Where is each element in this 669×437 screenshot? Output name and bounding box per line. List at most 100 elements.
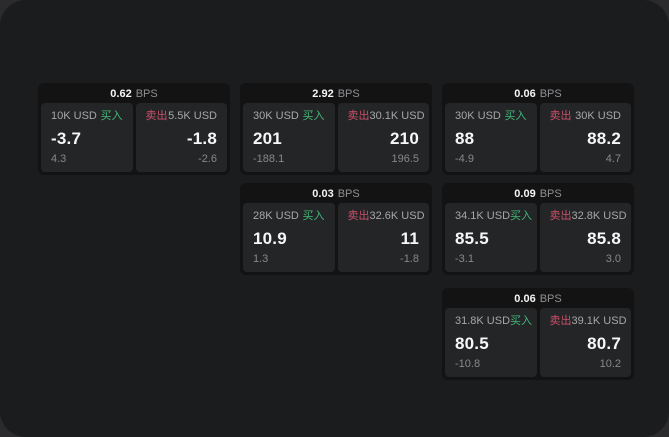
bps-unit-label: BPS [135, 88, 158, 100]
bps-value: 0.09 [514, 188, 536, 200]
sell-delta: 4.7 [605, 153, 621, 165]
buy-top-row: 10K USD 买入 [51, 110, 123, 123]
buy-side-label: 买入 [302, 210, 325, 222]
bps-unit-label: BPS [539, 293, 562, 305]
sell-top-row: 卖出 39.1K USD [549, 315, 627, 328]
sell-notional: 32.6K USD [369, 210, 425, 222]
buy-price: -3.7 [51, 128, 82, 148]
bps-value: 0.06 [514, 88, 536, 100]
sell-notional: 30.1K USD [369, 110, 425, 122]
sell-top-row: 卖出 5.5K USD [146, 110, 218, 123]
sell-delta: -2.6 [198, 153, 217, 165]
quote-card[interactable]: 0.06 BPS 31.8K USD 买入 80.5 -10.8 卖出 39.1… [442, 288, 634, 380]
sell-price: -1.8 [186, 128, 217, 148]
buy-top-row: 30K USD 买入 [253, 110, 325, 123]
quote-card[interactable]: 0.03 BPS 28K USD 买入 10.9 1.3 卖出 32.6K US… [240, 183, 432, 275]
buy-notional: 31.8K USD [455, 315, 511, 327]
buy-top-row: 30K USD 买入 [455, 110, 527, 123]
quote-panels: 30K USD 买入 88 -4.9 卖出 30K USD 88.2 4.7 [445, 103, 631, 172]
bps-unit-label: BPS [539, 188, 562, 200]
buy-delta: -4.9 [455, 153, 474, 165]
sell-top-row: 卖出 32.8K USD [549, 210, 627, 223]
sell-side-label: 卖出 [549, 210, 572, 222]
quote-panels: 10K USD 买入 -3.7 4.3 卖出 5.5K USD -1.8 -2.… [41, 103, 227, 172]
sell-panel[interactable]: 卖出 39.1K USD 80.7 10.2 [539, 308, 631, 377]
sell-price: 80.7 [587, 333, 621, 353]
sell-side-label: 卖出 [549, 110, 572, 122]
buy-price: 80.5 [455, 333, 489, 353]
buy-delta: 1.3 [253, 253, 269, 265]
card-header: 0.03 BPS [243, 186, 429, 203]
buy-panel[interactable]: 30K USD 买入 201 -188.1 [243, 103, 335, 172]
buy-side-label: 买入 [510, 210, 533, 222]
buy-price: 10.9 [253, 228, 287, 248]
quote-panels: 30K USD 买入 201 -188.1 卖出 30.1K USD 210 1… [243, 103, 429, 172]
card-header: 0.09 BPS [445, 186, 631, 203]
quote-panels: 28K USD 买入 10.9 1.3 卖出 32.6K USD 11 -1.8 [243, 203, 429, 272]
card-header: 0.62 BPS [41, 86, 227, 103]
sell-price: 88.2 [587, 128, 621, 148]
sell-panel[interactable]: 卖出 32.8K USD 85.8 3.0 [539, 203, 631, 272]
sell-notional: 39.1K USD [571, 315, 627, 327]
sell-side-label: 卖出 [347, 210, 370, 222]
quote-card[interactable]: 0.09 BPS 34.1K USD 买入 85.5 -3.1 卖出 32.8K… [442, 183, 634, 275]
buy-top-row: 28K USD 买入 [253, 210, 325, 223]
buy-notional: 30K USD [253, 110, 299, 122]
sell-delta: -1.8 [400, 253, 419, 265]
quote-card[interactable]: 0.06 BPS 30K USD 买入 88 -4.9 卖出 30K USD 8… [442, 83, 634, 175]
buy-price: 201 [253, 128, 282, 148]
card-header: 0.06 BPS [445, 291, 631, 308]
sell-notional: 5.5K USD [168, 110, 217, 122]
buy-panel[interactable]: 30K USD 买入 88 -4.9 [445, 103, 537, 172]
buy-notional: 34.1K USD [455, 210, 511, 222]
card-header: 2.92 BPS [243, 86, 429, 103]
bps-value: 0.03 [312, 188, 334, 200]
sell-notional: 32.8K USD [571, 210, 627, 222]
buy-delta: -188.1 [253, 153, 285, 165]
sell-price: 210 [390, 128, 419, 148]
bps-value: 0.62 [110, 88, 132, 100]
sell-delta: 3.0 [605, 253, 621, 265]
sell-side-label: 卖出 [347, 110, 370, 122]
buy-top-row: 34.1K USD 买入 [455, 210, 532, 223]
sell-panel[interactable]: 卖出 32.6K USD 11 -1.8 [337, 203, 429, 272]
sell-panel[interactable]: 卖出 30.1K USD 210 196.5 [337, 103, 429, 172]
buy-notional: 28K USD [253, 210, 299, 222]
sell-panel[interactable]: 卖出 5.5K USD -1.8 -2.6 [135, 103, 227, 172]
buy-panel[interactable]: 31.8K USD 买入 80.5 -10.8 [445, 308, 537, 377]
sell-side-label: 卖出 [549, 315, 572, 327]
quote-card[interactable]: 0.62 BPS 10K USD 买入 -3.7 4.3 卖出 5.5K USD… [38, 83, 230, 175]
buy-side-label: 买入 [510, 315, 533, 327]
card-header: 0.06 BPS [445, 86, 631, 103]
sell-price: 85.8 [587, 228, 621, 248]
buy-delta: 4.3 [51, 153, 67, 165]
sell-top-row: 卖出 30.1K USD [347, 110, 425, 123]
bps-value: 2.92 [312, 88, 334, 100]
bps-value: 0.06 [514, 293, 536, 305]
buy-delta: -3.1 [455, 253, 474, 265]
buy-panel[interactable]: 28K USD 买入 10.9 1.3 [243, 203, 335, 272]
sell-panel[interactable]: 卖出 30K USD 88.2 4.7 [539, 103, 631, 172]
sell-notional: 30K USD [575, 110, 621, 122]
quote-card[interactable]: 2.92 BPS 30K USD 买入 201 -188.1 卖出 30.1K … [240, 83, 432, 175]
buy-panel[interactable]: 10K USD 买入 -3.7 4.3 [41, 103, 133, 172]
buy-side-label: 买入 [504, 110, 527, 122]
sell-delta: 196.5 [391, 153, 419, 165]
buy-side-label: 买入 [100, 110, 123, 122]
sell-delta: 10.2 [599, 358, 621, 370]
bps-unit-label: BPS [337, 88, 360, 100]
buy-panel[interactable]: 34.1K USD 买入 85.5 -3.1 [445, 203, 537, 272]
buy-price: 88 [455, 128, 475, 148]
bps-unit-label: BPS [539, 88, 562, 100]
buy-price: 85.5 [455, 228, 489, 248]
sell-side-label: 卖出 [145, 110, 168, 122]
buy-notional: 10K USD [51, 110, 97, 122]
sell-top-row: 卖出 30K USD [550, 110, 622, 123]
quote-panels: 31.8K USD 买入 80.5 -10.8 卖出 39.1K USD 80.… [445, 308, 631, 377]
buy-top-row: 31.8K USD 买入 [455, 315, 532, 328]
sell-top-row: 卖出 32.6K USD [347, 210, 425, 223]
quote-panels: 34.1K USD 买入 85.5 -3.1 卖出 32.8K USD 85.8… [445, 203, 631, 272]
buy-side-label: 买入 [302, 110, 325, 122]
sell-price: 11 [400, 228, 419, 248]
buy-delta: -10.8 [455, 358, 481, 370]
